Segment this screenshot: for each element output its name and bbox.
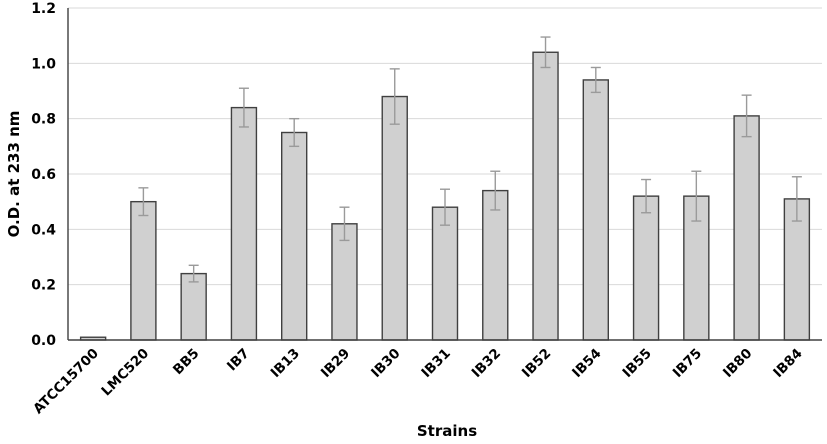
y-tick-label: 0.2	[31, 278, 56, 294]
y-tick-label: 0.4	[31, 222, 56, 238]
x-tick-label: IB55	[619, 346, 654, 381]
bar	[733, 115, 760, 341]
x-tick-label: IB54	[569, 346, 604, 381]
x-tick-label: IB52	[519, 346, 554, 381]
x-tick-label: IB13	[268, 346, 303, 381]
bar	[381, 95, 408, 341]
bar	[331, 223, 358, 341]
bar	[532, 51, 559, 341]
x-tick-label: ATCC15700	[30, 346, 102, 418]
axes	[67, 8, 822, 341]
x-axis-title: Strains	[417, 422, 477, 440]
bar	[431, 206, 459, 341]
bar	[632, 195, 660, 341]
error-bars	[138, 36, 802, 283]
x-tick-label: IB30	[368, 346, 403, 381]
y-tick-label: 1.2	[31, 1, 56, 17]
y-tick-label: 0.0	[31, 333, 56, 349]
x-tick-label: IB75	[670, 346, 705, 381]
x-tick-label: BB5	[170, 346, 203, 379]
y-tick-label: 0.8	[31, 112, 56, 128]
y-tick-label: 1.0	[31, 56, 56, 72]
bars	[79, 51, 811, 341]
x-tick-label: IB7	[224, 346, 253, 375]
x-tick-label: IB80	[720, 346, 755, 381]
x-tick-label: IB31	[418, 346, 453, 381]
bar	[281, 131, 308, 341]
x-tick-label: IB29	[318, 346, 353, 381]
y-tick-labels: 0.0 0.2 0.4 0.6 0.8 1.0 1.2	[31, 1, 56, 349]
x-tick-label: LMC520	[98, 346, 152, 400]
y-axis-title: O.D. at 233 nm	[5, 111, 23, 238]
bar	[582, 79, 609, 341]
bar	[482, 189, 509, 341]
x-tick-label: IB84	[770, 346, 805, 381]
bar	[180, 272, 207, 341]
x-tick-label: IB32	[469, 346, 504, 381]
bar	[230, 106, 258, 341]
y-tick-label: 0.6	[31, 167, 56, 183]
bar	[130, 200, 157, 341]
